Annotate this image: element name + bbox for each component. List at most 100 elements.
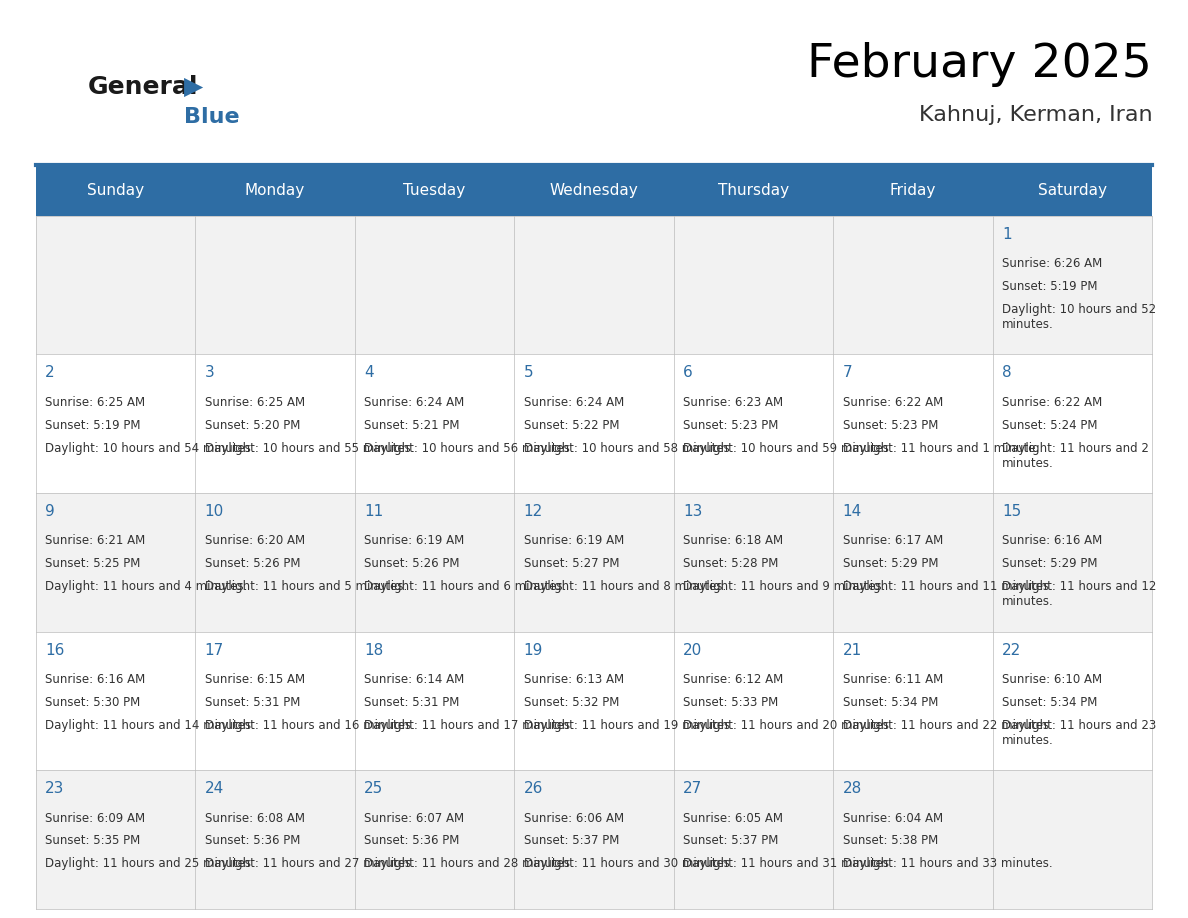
Text: Sunset: 5:36 PM: Sunset: 5:36 PM [204,834,301,847]
Text: Daylight: 11 hours and 1 minute.: Daylight: 11 hours and 1 minute. [842,442,1040,454]
Text: 10: 10 [204,504,223,519]
Text: 25: 25 [365,781,384,796]
Text: Daylight: 11 hours and 17 minutes.: Daylight: 11 hours and 17 minutes. [365,719,574,732]
Text: Sunset: 5:29 PM: Sunset: 5:29 PM [842,557,939,570]
Text: 19: 19 [524,643,543,657]
Text: Sunrise: 6:16 AM: Sunrise: 6:16 AM [45,673,145,686]
FancyBboxPatch shape [36,632,1152,770]
Text: Sunset: 5:23 PM: Sunset: 5:23 PM [842,419,939,431]
Text: Sunrise: 6:13 AM: Sunrise: 6:13 AM [524,673,624,686]
Text: 12: 12 [524,504,543,519]
Text: Sunrise: 6:18 AM: Sunrise: 6:18 AM [683,534,783,547]
Text: Sunrise: 6:05 AM: Sunrise: 6:05 AM [683,812,783,824]
Text: Sunrise: 6:04 AM: Sunrise: 6:04 AM [842,812,943,824]
Text: 4: 4 [365,365,374,380]
Text: Daylight: 11 hours and 8 minutes.: Daylight: 11 hours and 8 minutes. [524,580,726,593]
Text: Sunset: 5:30 PM: Sunset: 5:30 PM [45,696,140,709]
Text: 28: 28 [842,781,862,796]
Text: Sunrise: 6:08 AM: Sunrise: 6:08 AM [204,812,304,824]
Text: Sunset: 5:27 PM: Sunset: 5:27 PM [524,557,619,570]
Text: Daylight: 11 hours and 2 minutes.: Daylight: 11 hours and 2 minutes. [1003,442,1149,470]
Text: Daylight: 10 hours and 55 minutes.: Daylight: 10 hours and 55 minutes. [204,442,415,454]
Text: 16: 16 [45,643,64,657]
Text: Daylight: 11 hours and 20 minutes.: Daylight: 11 hours and 20 minutes. [683,719,893,732]
Text: Daylight: 11 hours and 6 minutes.: Daylight: 11 hours and 6 minutes. [365,580,567,593]
Text: Sunset: 5:26 PM: Sunset: 5:26 PM [204,557,301,570]
Text: Sunset: 5:19 PM: Sunset: 5:19 PM [45,419,140,431]
Text: Monday: Monday [245,183,305,198]
Text: Sunset: 5:36 PM: Sunset: 5:36 PM [365,834,460,847]
Text: Daylight: 10 hours and 58 minutes.: Daylight: 10 hours and 58 minutes. [524,442,733,454]
FancyBboxPatch shape [36,216,1152,354]
Text: 11: 11 [365,504,384,519]
Text: Sunset: 5:33 PM: Sunset: 5:33 PM [683,696,778,709]
Text: Friday: Friday [890,183,936,198]
Text: Daylight: 11 hours and 22 minutes.: Daylight: 11 hours and 22 minutes. [842,719,1053,732]
Text: Wednesday: Wednesday [550,183,638,198]
Text: 15: 15 [1003,504,1022,519]
Text: 14: 14 [842,504,862,519]
FancyBboxPatch shape [36,493,1152,632]
Text: 22: 22 [1003,643,1022,657]
Text: 3: 3 [204,365,214,380]
Text: Sunrise: 6:10 AM: Sunrise: 6:10 AM [1003,673,1102,686]
Text: Daylight: 11 hours and 16 minutes.: Daylight: 11 hours and 16 minutes. [204,719,415,732]
Text: Daylight: 11 hours and 23 minutes.: Daylight: 11 hours and 23 minutes. [1003,719,1157,747]
Text: Sunrise: 6:22 AM: Sunrise: 6:22 AM [1003,396,1102,409]
Text: Sunset: 5:23 PM: Sunset: 5:23 PM [683,419,778,431]
Text: 21: 21 [842,643,862,657]
Text: 13: 13 [683,504,702,519]
Text: 9: 9 [45,504,55,519]
Text: Sunrise: 6:14 AM: Sunrise: 6:14 AM [365,673,465,686]
Text: Sunset: 5:34 PM: Sunset: 5:34 PM [842,696,939,709]
Text: Daylight: 11 hours and 30 minutes.: Daylight: 11 hours and 30 minutes. [524,857,733,870]
Text: Sunset: 5:38 PM: Sunset: 5:38 PM [842,834,939,847]
Text: Daylight: 11 hours and 11 minutes.: Daylight: 11 hours and 11 minutes. [842,580,1053,593]
Text: Sunday: Sunday [87,183,144,198]
Text: Sunrise: 6:07 AM: Sunrise: 6:07 AM [365,812,465,824]
Text: Sunset: 5:34 PM: Sunset: 5:34 PM [1003,696,1098,709]
Text: Sunset: 5:31 PM: Sunset: 5:31 PM [204,696,301,709]
Text: Daylight: 11 hours and 25 minutes.: Daylight: 11 hours and 25 minutes. [45,857,255,870]
Text: Daylight: 10 hours and 59 minutes.: Daylight: 10 hours and 59 minutes. [683,442,893,454]
Text: Sunset: 5:32 PM: Sunset: 5:32 PM [524,696,619,709]
Text: General: General [87,75,198,99]
Text: 18: 18 [365,643,384,657]
Text: 6: 6 [683,365,693,380]
Text: Kahnuj, Kerman, Iran: Kahnuj, Kerman, Iran [918,105,1152,125]
Text: 8: 8 [1003,365,1012,380]
Text: Sunrise: 6:23 AM: Sunrise: 6:23 AM [683,396,783,409]
Text: Sunrise: 6:24 AM: Sunrise: 6:24 AM [365,396,465,409]
Text: Sunset: 5:37 PM: Sunset: 5:37 PM [524,834,619,847]
Text: Sunrise: 6:22 AM: Sunrise: 6:22 AM [842,396,943,409]
Text: Sunrise: 6:19 AM: Sunrise: 6:19 AM [524,534,624,547]
Text: ▶: ▶ [184,75,203,99]
Text: Sunrise: 6:11 AM: Sunrise: 6:11 AM [842,673,943,686]
Text: Sunset: 5:22 PM: Sunset: 5:22 PM [524,419,619,431]
Text: Sunrise: 6:21 AM: Sunrise: 6:21 AM [45,534,145,547]
Text: Daylight: 11 hours and 28 minutes.: Daylight: 11 hours and 28 minutes. [365,857,574,870]
Text: 26: 26 [524,781,543,796]
Text: Daylight: 11 hours and 31 minutes.: Daylight: 11 hours and 31 minutes. [683,857,893,870]
Text: Sunrise: 6:17 AM: Sunrise: 6:17 AM [842,534,943,547]
Text: Sunrise: 6:16 AM: Sunrise: 6:16 AM [1003,534,1102,547]
FancyBboxPatch shape [36,354,1152,493]
Text: 27: 27 [683,781,702,796]
Text: Sunrise: 6:06 AM: Sunrise: 6:06 AM [524,812,624,824]
Text: Daylight: 11 hours and 12 minutes.: Daylight: 11 hours and 12 minutes. [1003,580,1157,609]
Text: Sunset: 5:35 PM: Sunset: 5:35 PM [45,834,140,847]
Text: Daylight: 10 hours and 56 minutes.: Daylight: 10 hours and 56 minutes. [365,442,574,454]
Text: Sunrise: 6:25 AM: Sunrise: 6:25 AM [45,396,145,409]
Text: 20: 20 [683,643,702,657]
Text: Saturday: Saturday [1038,183,1107,198]
Text: Sunset: 5:37 PM: Sunset: 5:37 PM [683,834,778,847]
Text: Sunset: 5:26 PM: Sunset: 5:26 PM [365,557,460,570]
Text: Thursday: Thursday [718,183,789,198]
Text: Daylight: 11 hours and 19 minutes.: Daylight: 11 hours and 19 minutes. [524,719,734,732]
Text: Sunset: 5:20 PM: Sunset: 5:20 PM [204,419,301,431]
Text: Sunset: 5:29 PM: Sunset: 5:29 PM [1003,557,1098,570]
Text: Sunrise: 6:26 AM: Sunrise: 6:26 AM [1003,257,1102,270]
Text: 24: 24 [204,781,223,796]
Text: Daylight: 11 hours and 27 minutes.: Daylight: 11 hours and 27 minutes. [204,857,415,870]
FancyBboxPatch shape [36,165,1152,216]
